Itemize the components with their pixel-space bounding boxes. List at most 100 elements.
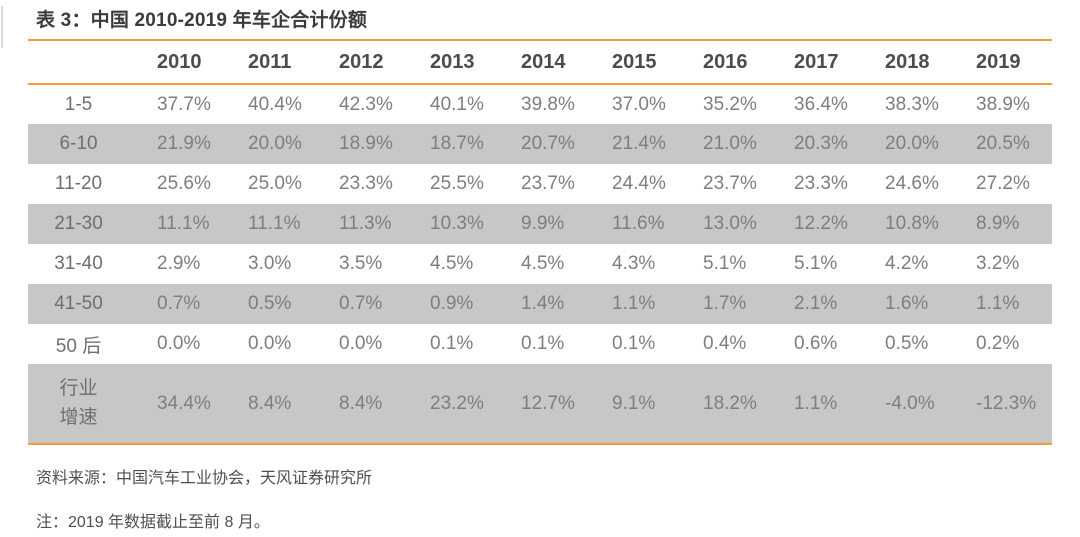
row-label-text: 31-40 xyxy=(54,253,103,274)
year-column-header: 2012 xyxy=(337,39,428,85)
cell-value: 0.0% xyxy=(157,333,201,354)
cell-value: 20.0% xyxy=(246,124,337,164)
cell-value: 13.0% xyxy=(701,204,792,244)
cell-value: 10.3% xyxy=(428,204,519,244)
cell-value: 23.2% xyxy=(428,364,519,445)
cell-value: 1.6% xyxy=(883,284,974,324)
source-note: 资料来源：中国汽车工业协会，天风证券研究所 xyxy=(36,470,373,487)
cell-value: 0.4% xyxy=(703,333,747,354)
cell-value: 2.1% xyxy=(792,284,883,324)
cell-value: 18.9% xyxy=(337,124,428,164)
cell-value: 37.0% xyxy=(612,93,666,115)
table-row: 11-20 25.6% 25.0% 23.3% 25.5% 23.7% 24.4% 23.7%… xyxy=(28,164,1052,204)
cell-value: 12.2% xyxy=(792,204,883,244)
year-column-header: 2011 xyxy=(246,39,337,85)
cell-value: 5.1% xyxy=(794,253,838,274)
year-column-header: 2017 xyxy=(792,39,883,85)
cell-value: 4.5% xyxy=(521,253,565,274)
cell-value: 20.3% xyxy=(792,124,883,164)
cell-value: 25.0% xyxy=(248,173,302,194)
row-label: 21-30 xyxy=(28,204,155,244)
cell-value: 1.1% xyxy=(974,284,1052,324)
table-row: 31-40 2.9% 3.0% 3.5% 4.5% 4.5% 4.3% 5.1% 5.1% 4.2… xyxy=(28,244,1052,284)
cell-value: 11.1% xyxy=(246,204,337,244)
cell-value: 11.6% xyxy=(610,204,701,244)
cell-value: 4.5% xyxy=(430,253,474,274)
cell-value: 8.9% xyxy=(974,204,1052,244)
cell-value: 24.6% xyxy=(885,173,939,194)
year-column-header: 2018 xyxy=(883,39,974,85)
row-label: 50 后 xyxy=(28,324,155,364)
corner-cell xyxy=(28,39,155,85)
cell-value: 23.3% xyxy=(339,173,393,194)
cell-value: 38.3% xyxy=(885,93,939,115)
data-note: 注：2019 年数据截止至前 8 月。 xyxy=(36,514,270,531)
table-body: 1-5 37.7% 40.4% 42.3% 40.1% 39.8% 37.0% 35.2% 36… xyxy=(28,84,1052,445)
cell-value: 37.7% xyxy=(157,93,211,115)
cell-value: 10.8% xyxy=(883,204,974,244)
year-column-header: 2019 xyxy=(974,39,1052,85)
cell-value: 0.1% xyxy=(430,333,474,354)
cell-value: 40.1% xyxy=(430,93,484,115)
cell-value: 2.9% xyxy=(157,253,201,274)
table-row: 6-10 21.9% 20.0% 18.9% 18.7% 20.7% 21.4% 21.0% 2… xyxy=(28,124,1052,164)
cell-value: 18.7% xyxy=(428,124,519,164)
cell-value: 0.5% xyxy=(246,284,337,324)
cell-value: 23.3% xyxy=(794,173,848,194)
row-label-text: 41-50 xyxy=(54,293,103,314)
cell-value: 1.1% xyxy=(610,284,701,324)
cell-value: 27.2% xyxy=(976,173,1030,194)
cell-value: 25.6% xyxy=(157,173,211,194)
cell-value: 11.3% xyxy=(337,204,428,244)
cell-value: 0.0% xyxy=(248,333,292,354)
table-row: 50 后 0.0% 0.0% 0.0% 0.1% 0.1% 0.1% 0.4% 0.6% 0.5%… xyxy=(28,324,1052,364)
cell-value: -12.3% xyxy=(974,364,1052,445)
cell-value: 20.7% xyxy=(519,124,610,164)
cell-value: 20.5% xyxy=(974,124,1052,164)
cell-value: 0.0% xyxy=(339,333,383,354)
year-column-header: 2016 xyxy=(701,39,792,85)
cell-value: 36.4% xyxy=(794,93,848,115)
row-label: 31-40 xyxy=(28,244,155,284)
cell-value: 8.4% xyxy=(246,364,337,445)
year-column-header: 2014 xyxy=(519,39,610,85)
cell-value: 38.9% xyxy=(976,93,1030,115)
cell-value: 35.2% xyxy=(703,93,757,115)
table-title: 表 3：中国 2010-2019 年车企合计份额 xyxy=(36,10,368,31)
cell-value: 8.4% xyxy=(337,364,428,445)
table-row: 21-30 11.1% 11.1% 11.3% 10.3% 9.9% 11.6% 13.0% 1… xyxy=(28,204,1052,244)
year-column-header: 2015 xyxy=(610,39,701,85)
cell-value: 12.7% xyxy=(519,364,610,445)
row-label-text: 6-10 xyxy=(59,133,98,154)
cell-value: 3.0% xyxy=(248,253,292,274)
table-row: 1-5 37.7% 40.4% 42.3% 40.1% 39.8% 37.0% 35.2% 36… xyxy=(28,84,1052,124)
cell-value: 3.2% xyxy=(976,253,1020,274)
cell-value: 9.1% xyxy=(610,364,701,445)
cell-value: -4.0% xyxy=(883,364,974,445)
cell-value: 24.4% xyxy=(612,173,666,194)
row-label-text: 行业增速 xyxy=(59,378,98,428)
cell-value: 40.4% xyxy=(248,93,302,115)
cell-value: 0.5% xyxy=(885,333,929,354)
row-label: 6-10 xyxy=(28,124,155,164)
cell-value: 20.0% xyxy=(883,124,974,164)
row-label: 41-50 xyxy=(28,284,155,324)
cell-value: 25.5% xyxy=(430,173,484,194)
cell-value: 34.4% xyxy=(155,364,246,445)
cell-value: 1.7% xyxy=(701,284,792,324)
cell-value: 0.1% xyxy=(612,333,656,354)
row-label-text: 11-20 xyxy=(54,173,103,194)
row-label-text: 21-30 xyxy=(54,213,103,234)
cell-value: 4.2% xyxy=(885,253,929,274)
row-label-text: 50 后 xyxy=(55,335,102,357)
cell-value: 0.7% xyxy=(155,284,246,324)
cell-value: 21.4% xyxy=(610,124,701,164)
table-header-row: 2010 2011 2012 2013 2014 2015 2016 2017 2018 2019 xyxy=(28,39,1052,85)
table-row: 41-50 0.7% 0.5% 0.7% 0.9% 1.4% 1.1% 1.7% 2.1% 1.6… xyxy=(28,284,1052,324)
cell-value: 0.6% xyxy=(794,333,838,354)
year-column-header: 2010 xyxy=(155,39,246,85)
cell-value: 23.7% xyxy=(521,173,575,194)
cell-value: 1.4% xyxy=(519,284,610,324)
cell-value: 9.9% xyxy=(519,204,610,244)
